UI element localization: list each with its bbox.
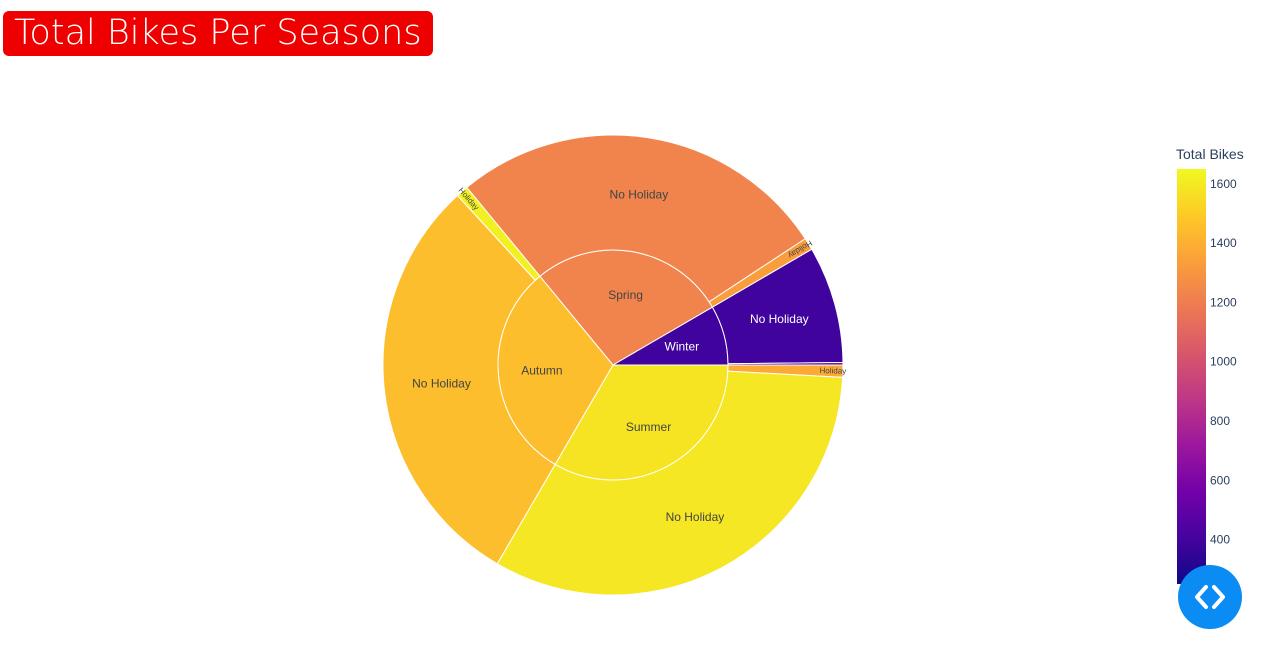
season-label: Winter [665,339,700,353]
colorbar-tick-label: 800 [1210,414,1230,428]
season-label: Summer [626,420,671,434]
holiday-sector[interactable] [382,194,556,565]
holiday-sector-label: No Holiday [666,510,725,524]
colorbar: Total Bikes 1600 1400 1200 1000 800 600 400 [1176,146,1244,584]
colorbar-tick-label: 1000 [1210,355,1237,369]
page-title: Total Bikes Per Seasons [3,11,433,56]
colorbar-tick-label: 400 [1210,533,1230,547]
colorbar-title: Total Bikes [1176,146,1244,162]
season-label: Spring [608,288,643,302]
code-toggle-button[interactable] [1178,565,1242,629]
season-label: Autumn [521,364,562,378]
holiday-sector-label: Holiday [819,366,846,376]
colorbar-gradient [1177,169,1206,584]
colorbar-tick-label: 1600 [1210,177,1237,191]
holiday-sector-label: No Holiday [610,187,669,201]
holiday-sector-label: No Holiday [750,312,809,326]
colorbar-tick-label: 1200 [1210,295,1237,309]
holiday-sector-label: No Holiday [412,377,471,391]
colorbar-tick-label: 600 [1210,473,1230,487]
code-brackets-icon [1195,585,1225,609]
holiday-sector[interactable] [727,362,844,366]
holiday-sector[interactable] [496,370,844,596]
colorbar-tick-label: 1400 [1210,236,1237,250]
holiday-sector[interactable] [466,134,806,303]
